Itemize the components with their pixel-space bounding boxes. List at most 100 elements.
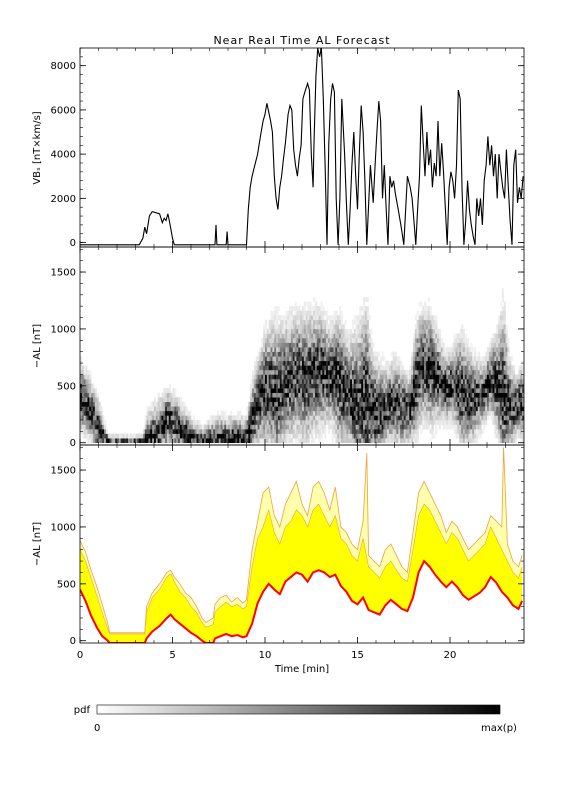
pdf-cell xyxy=(498,424,501,430)
pdf-cell xyxy=(490,356,493,362)
pdf-cell xyxy=(431,410,434,416)
pdf-cell xyxy=(474,401,477,407)
pdf-cell xyxy=(322,351,325,357)
pdf-cell xyxy=(355,342,358,348)
pdf-cell xyxy=(333,333,336,339)
pdf-cell xyxy=(398,397,401,403)
pdf-cell xyxy=(366,338,369,343)
pdf-cell xyxy=(433,333,436,339)
pdf-cell xyxy=(420,310,423,316)
pdf-cell xyxy=(303,333,306,339)
pdf-cell xyxy=(309,429,312,434)
pdf-cell xyxy=(268,338,271,343)
pdf-cell xyxy=(279,319,282,325)
pdf-cell xyxy=(453,392,456,398)
pdf-cell xyxy=(337,319,340,325)
pdf-cell xyxy=(176,424,179,430)
pdf-cell xyxy=(111,433,114,439)
pdf-cell xyxy=(324,369,327,375)
pdf-cell xyxy=(390,424,393,430)
pdf-cell xyxy=(83,424,86,430)
pdf-cell xyxy=(446,365,449,371)
pdf-cell xyxy=(346,429,349,434)
pdf-cell xyxy=(253,360,257,366)
pdf-cell xyxy=(453,401,456,407)
pdf-cell xyxy=(479,383,482,389)
pdf-cell xyxy=(327,328,331,334)
pdf-cell xyxy=(503,379,506,384)
pdf-cell xyxy=(351,401,355,407)
pdf-cell xyxy=(290,315,294,321)
pdf-cell xyxy=(344,410,347,416)
pdf-cell xyxy=(311,388,314,393)
pdf-cell xyxy=(300,406,303,412)
pdf-cell xyxy=(364,383,368,389)
pdf-cell xyxy=(346,438,349,444)
pdf-cell xyxy=(170,392,173,398)
pdf-cell xyxy=(331,347,334,352)
pdf-cell xyxy=(309,338,312,343)
pdf-cell xyxy=(350,388,353,393)
pdf-cell xyxy=(289,306,292,312)
pdf-cell xyxy=(511,383,514,389)
pdf-cell xyxy=(425,347,429,352)
pdf-cell xyxy=(379,401,382,407)
pdf-cell xyxy=(366,406,369,412)
pdf-cell xyxy=(265,351,268,357)
pdf-cell xyxy=(438,333,442,339)
pdf-cell xyxy=(287,379,290,384)
pdf-cell xyxy=(303,310,306,316)
pdf-cell xyxy=(257,356,260,362)
pdf-cell xyxy=(314,392,318,398)
pdf-cell xyxy=(283,328,286,334)
pdf-cell xyxy=(329,347,332,352)
pdf-cell xyxy=(320,401,323,407)
pdf-cell xyxy=(424,410,427,416)
pdf-cell xyxy=(302,365,305,371)
pdf-cell xyxy=(470,415,473,421)
pdf-cell xyxy=(274,392,277,398)
pdf-cell xyxy=(265,406,268,412)
pdf-cell xyxy=(305,310,308,316)
pdf-cell xyxy=(244,415,247,421)
pdf-cell xyxy=(283,438,286,444)
pdf-cell xyxy=(377,351,380,357)
pdf-cell xyxy=(307,351,310,357)
pdf-cell xyxy=(514,415,517,421)
pdf-cell xyxy=(303,410,306,416)
pdf-cell xyxy=(185,438,188,444)
pdf-cell xyxy=(91,433,94,439)
pdf-cell xyxy=(302,429,305,434)
pdf-cell xyxy=(516,388,519,393)
pdf-cell xyxy=(252,429,255,434)
pdf-cell xyxy=(265,319,268,325)
pdf-cell xyxy=(303,351,306,357)
pdf-cell xyxy=(501,374,504,380)
pdf-cell xyxy=(268,406,271,412)
pdf-cell xyxy=(424,392,427,398)
pdf-cell xyxy=(187,415,190,421)
pdf-cell xyxy=(359,342,362,348)
pdf-cell xyxy=(442,347,445,352)
pdf-cell xyxy=(379,356,382,362)
pdf-cell xyxy=(429,342,432,348)
pdf-cell xyxy=(157,433,160,439)
pdf-cell xyxy=(444,406,447,412)
pdf-cell xyxy=(290,310,294,316)
pdf-cell xyxy=(348,438,351,444)
pdf-cell xyxy=(462,328,466,334)
pdf-cell xyxy=(226,424,229,430)
pdf-cell xyxy=(329,369,332,375)
pdf-cell xyxy=(342,347,345,352)
pdf-cell xyxy=(305,379,308,384)
pdf-cell xyxy=(287,424,290,430)
pdf-cell xyxy=(255,383,258,389)
pdf-cell xyxy=(488,369,491,375)
pdf-cell xyxy=(261,360,264,366)
pdf-cell xyxy=(342,410,345,416)
pdf-cell xyxy=(440,342,443,348)
pdf-cell xyxy=(501,338,504,343)
pdf-cell xyxy=(451,410,454,416)
pdf-cell xyxy=(320,388,323,393)
pdf-cell xyxy=(420,319,423,325)
